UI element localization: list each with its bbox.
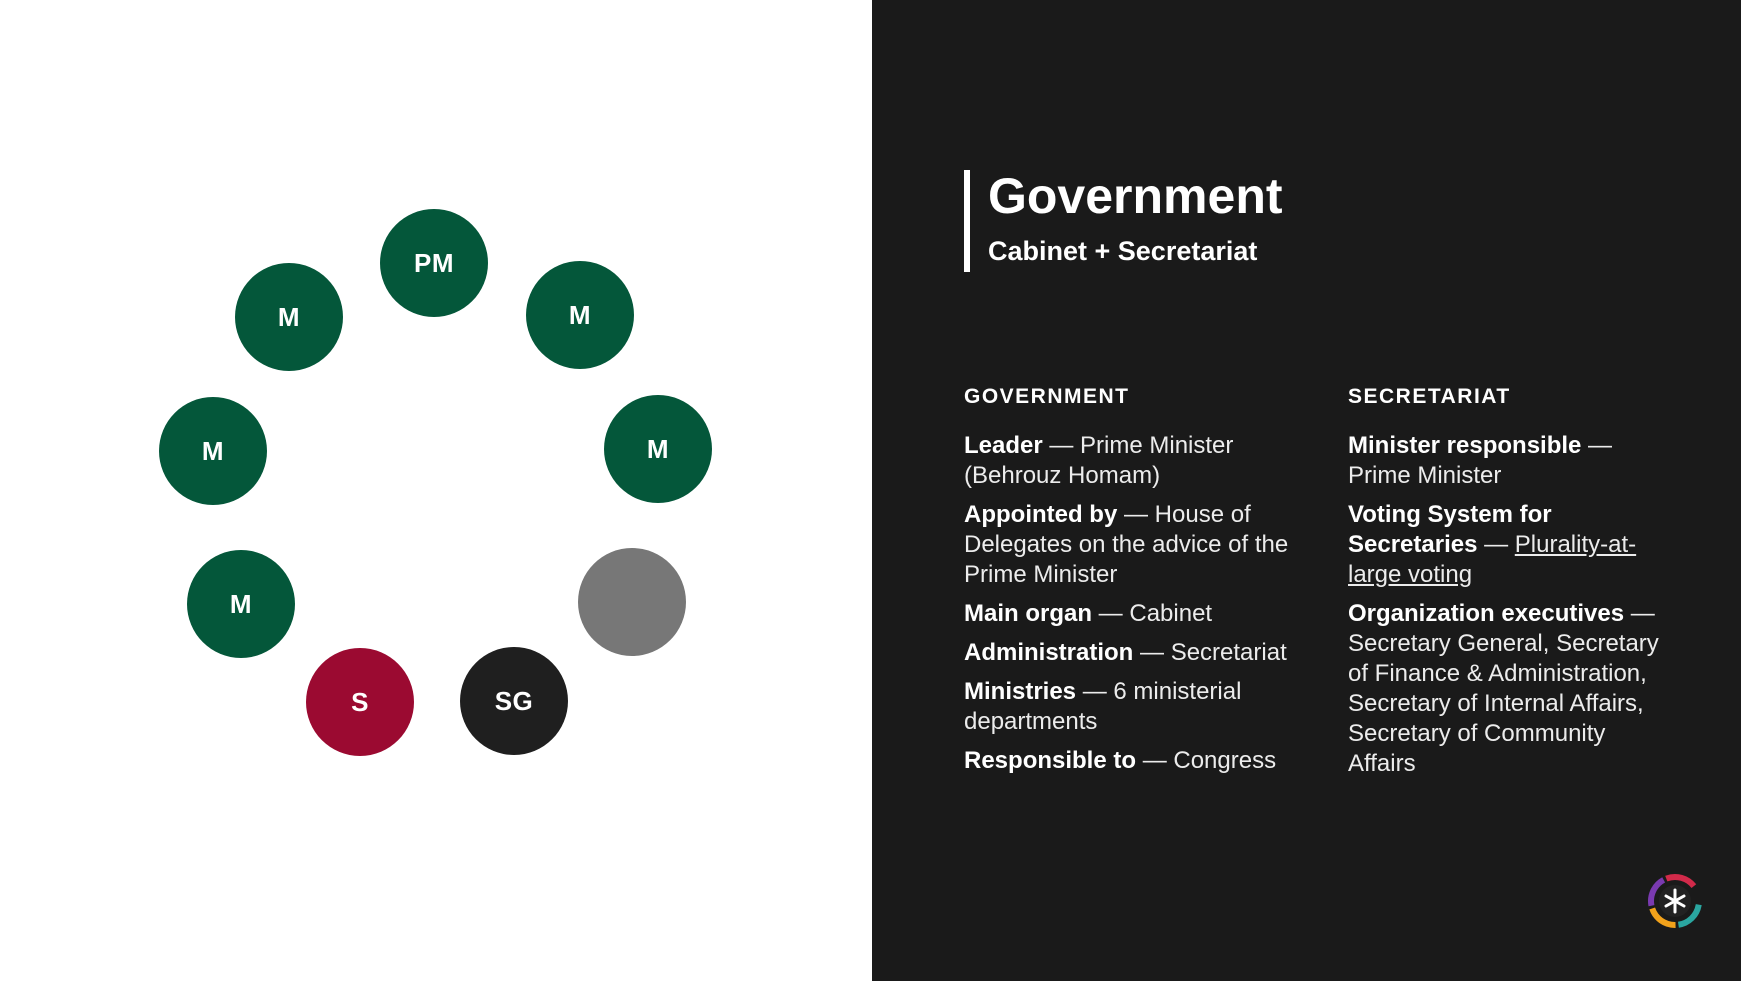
diagram-panel: PM M M SG S M M M xyxy=(159,209,712,756)
government-entry-key: Ministries xyxy=(964,678,1077,705)
separator: — xyxy=(1581,432,1613,459)
government-entry-key: Appointed by xyxy=(964,501,1118,528)
organization-logo-icon xyxy=(1648,874,1702,928)
title-block: Government Cabinet + Secretariat xyxy=(964,168,1283,272)
government-entry-value: Prime Minister (Behrouz Homam) xyxy=(964,432,1234,489)
government-entry: Ministries — 6 ministerial departments xyxy=(964,677,1304,737)
page-subtitle: Cabinet + Secretariat xyxy=(988,236,1258,266)
government-entry: Main organ — Cabinet xyxy=(964,599,1304,629)
seat-vacant xyxy=(578,548,686,656)
secretariat-entry-key: Organization executives xyxy=(1348,600,1625,627)
seat-m: M xyxy=(604,395,712,503)
separator: — xyxy=(1092,600,1130,627)
separator: — xyxy=(1624,600,1655,627)
seat-pm: PM xyxy=(380,209,488,317)
secretariat-entries: Minister responsible — Prime Minister Vot… xyxy=(1348,431,1668,779)
government-column: GOVERNMENT Leader — Prime Minister (Behr… xyxy=(964,383,1304,785)
secretariat-entry-key: Minister responsible xyxy=(1348,432,1582,459)
seat-m: M xyxy=(187,550,295,658)
secretariat-entry: Voting System for Secretaries — Pluralit… xyxy=(1348,500,1668,590)
secretariat-entry: Organization executives — Secretary Gene… xyxy=(1348,599,1668,779)
government-entry: Appointed by — House of Delegates on the… xyxy=(964,500,1304,590)
secretariat-entry-key: Voting System for Secretaries xyxy=(1348,501,1552,558)
separator: — xyxy=(1076,678,1114,705)
government-entry-value: Secretariat xyxy=(1170,639,1287,666)
page-title: Government xyxy=(988,168,1283,224)
secretariat-entry: Minister responsible — Prime Minister xyxy=(1348,431,1668,491)
government-entry: Responsible to — Congress xyxy=(964,746,1304,776)
government-entry-value: Congress xyxy=(1173,747,1277,774)
government-entry: Administration — Secretariat xyxy=(964,638,1304,668)
info-panel: Government Cabinet + Secretariat GOVERNM… xyxy=(872,0,1741,981)
government-entry-value: 6 ministerial departments xyxy=(964,678,1242,735)
government-entries: Leader — Prime Minister (Behrouz Homam) A… xyxy=(964,431,1304,776)
government-entry-key: Responsible to xyxy=(964,747,1137,774)
government-entry: Leader — Prime Minister (Behrouz Homam) xyxy=(964,431,1304,491)
separator: — xyxy=(1117,501,1155,528)
seat-m: M xyxy=(235,263,343,371)
seat-s: S xyxy=(306,648,414,756)
government-entry-value: Cabinet xyxy=(1129,600,1213,627)
secretariat-entry-value-link[interactable]: Plurality-at-large voting xyxy=(1348,531,1637,588)
separator: — xyxy=(1136,747,1174,774)
government-entry-value: House of Delegates on the advice of the … xyxy=(964,501,1289,588)
secretariat-entry-value: Secretary General, Secretary of Finance … xyxy=(1348,630,1659,777)
separator: — xyxy=(1133,639,1171,666)
secretariat-heading: SECRETARIAT xyxy=(1348,385,1511,408)
government-heading: GOVERNMENT xyxy=(964,385,1130,408)
secretariat-entry-value: Prime Minister xyxy=(1348,462,1502,489)
government-entry-key: Main organ xyxy=(964,600,1093,627)
seat-sg: SG xyxy=(460,647,568,755)
seat-m: M xyxy=(159,397,267,505)
seat-m: M xyxy=(526,261,634,369)
government-entry-key: Administration xyxy=(964,639,1134,666)
separator: — xyxy=(1042,432,1081,459)
government-entry-key: Leader xyxy=(964,432,1043,459)
separator: — xyxy=(1477,531,1515,558)
secretariat-column: SECRETARIAT Minister responsible — Prime… xyxy=(1348,383,1668,788)
